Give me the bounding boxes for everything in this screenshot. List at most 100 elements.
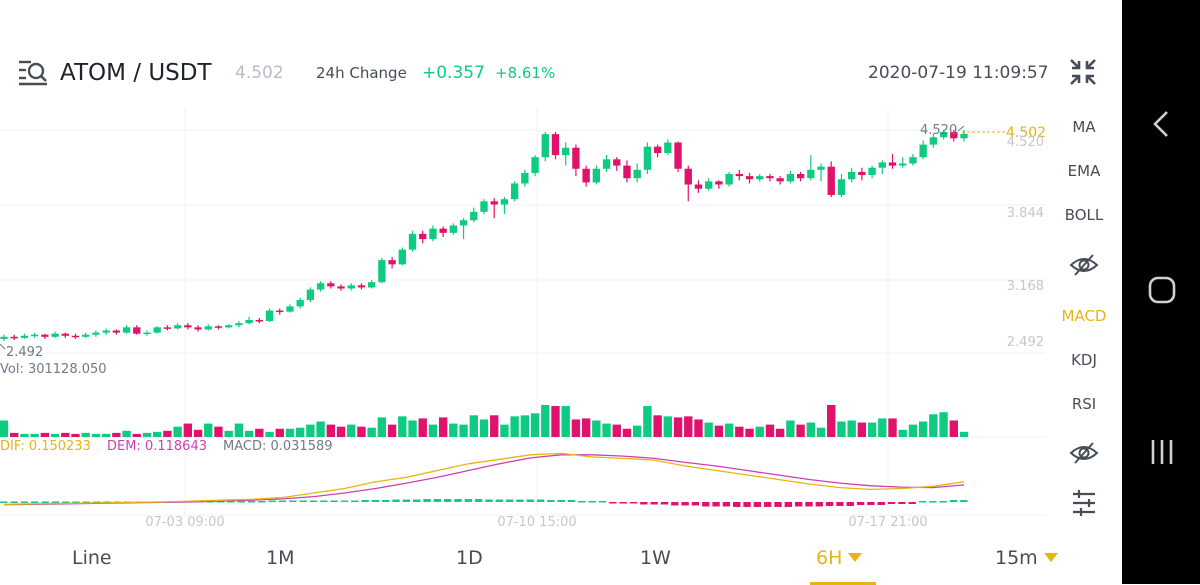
volume-bar — [40, 432, 50, 437]
volume-bar — [71, 433, 80, 437]
candle-body — [725, 174, 733, 185]
macd-hist-bar — [557, 500, 565, 502]
macd-hist-bar — [887, 502, 896, 504]
volume-bar — [285, 428, 295, 437]
macd-hist-bar — [382, 500, 390, 502]
timeframe-line[interactable]: Line — [72, 532, 112, 584]
candle-body — [306, 289, 315, 301]
indicator-macd[interactable]: MACD — [1061, 307, 1107, 325]
volume-bar — [326, 424, 335, 437]
macd-hist-bar — [609, 502, 617, 504]
kline-chart[interactable]: 4.502 4.520 3.844 3.168 2.492 4.520 2.49… — [0, 0, 1050, 532]
macd-hist-bar — [815, 502, 823, 507]
volume-bar — [929, 414, 938, 437]
dif-label: DIF: 0.150233 — [0, 439, 91, 454]
price-axis-label: 4.520 — [1007, 135, 1044, 150]
dropdown-arrow-icon — [1043, 553, 1058, 562]
macd-hist-bar — [268, 500, 276, 503]
macd-hist-bar — [526, 499, 534, 502]
macd-hist-bar — [216, 501, 225, 503]
volume-bar — [765, 424, 775, 437]
macd-hist-bar — [454, 499, 462, 502]
dem-label: DEM: 0.118643 — [107, 439, 207, 454]
volume-bar — [959, 431, 969, 437]
indicator-ema[interactable]: EMA — [1067, 162, 1101, 180]
candle-body — [184, 325, 192, 328]
macd-hist-bar — [72, 501, 80, 504]
candle-body — [878, 162, 886, 168]
macd-hist-bar — [423, 499, 431, 502]
high-label: 4.520 — [920, 123, 957, 138]
candle-body — [143, 332, 151, 335]
chevron-left-icon[interactable] — [1142, 104, 1182, 144]
volume-bar — [837, 421, 846, 437]
volume-bar — [571, 419, 581, 437]
home-icon[interactable] — [1142, 270, 1182, 310]
candle-body — [786, 174, 795, 182]
eye-slash-icon[interactable] — [1069, 438, 1099, 468]
timeframe-label: 1D — [456, 547, 483, 569]
system-nav-bar — [1122, 0, 1200, 584]
timeframe-6h[interactable]: 6H — [816, 532, 863, 584]
macd-hist-bar — [722, 502, 731, 507]
candle-body — [827, 166, 835, 196]
sliders-icon[interactable] — [1069, 488, 1099, 518]
volume-bar — [827, 404, 836, 437]
candle-body — [582, 168, 590, 183]
volume-bar — [316, 421, 325, 437]
volume-series — [0, 404, 969, 437]
collapse-arrows-icon[interactable] — [1069, 58, 1097, 86]
macd-hist-bar — [10, 501, 18, 504]
candle-body — [470, 211, 478, 221]
pair-name[interactable]: ATOM / USDT — [60, 60, 212, 86]
volume-bar — [704, 422, 713, 437]
indicator-ma[interactable]: MA — [1072, 118, 1096, 136]
candle-body — [653, 146, 662, 154]
volume-bar — [347, 424, 356, 437]
recents-icon[interactable] — [1142, 432, 1182, 472]
candle-body — [133, 327, 141, 334]
candle-body — [388, 260, 396, 265]
macd-hist-bar — [309, 500, 318, 503]
macd-hist-bar — [474, 499, 483, 502]
candle-body — [265, 310, 274, 322]
volume-bar — [816, 427, 826, 437]
volume-bar — [50, 433, 60, 437]
macd-hist-bar — [660, 502, 669, 505]
volume-bar — [786, 420, 795, 437]
candle-body — [255, 320, 263, 322]
time-axis-label: 07-17 21:00 — [848, 515, 927, 530]
time-axis-label: 07-10 15:00 — [497, 515, 576, 530]
macd-hist-bar — [516, 499, 524, 502]
macd-hist-bar — [433, 499, 442, 502]
volume-bar — [714, 425, 724, 437]
candle-body — [173, 325, 182, 329]
indicator-rsi[interactable]: RSI — [1071, 395, 1097, 413]
indicator-boll[interactable]: BOLL — [1064, 206, 1104, 224]
timeframe-1m[interactable]: 1M — [266, 532, 294, 584]
timeframe-15m[interactable]: 15m — [995, 532, 1058, 584]
timeframe-1w[interactable]: 1W — [640, 532, 671, 584]
candle-body — [633, 169, 641, 179]
macd-hist-bar — [784, 502, 793, 507]
macd-hist-bar — [371, 500, 380, 502]
volume-bar — [306, 424, 315, 437]
eye-slash-icon[interactable] — [1069, 250, 1099, 280]
candle-body — [909, 157, 917, 164]
macd-hist-bar — [733, 502, 741, 507]
timeframe-label: 1M — [266, 547, 295, 569]
list-search-icon[interactable] — [17, 58, 49, 86]
candle-body — [367, 282, 376, 288]
candle-body — [245, 320, 253, 324]
candle-body — [459, 220, 468, 226]
timeframe-1d[interactable]: 1D — [456, 532, 483, 584]
macd-hist-bar — [505, 499, 514, 502]
candle-body — [337, 286, 345, 289]
volume-bar — [112, 432, 121, 437]
indicator-kdj[interactable]: KDJ — [1071, 351, 1097, 369]
volume-bar — [663, 416, 673, 437]
volume-bar — [408, 420, 417, 437]
candle-body — [347, 285, 355, 289]
candle-body — [122, 327, 131, 333]
macd-hist-bar — [351, 500, 359, 503]
